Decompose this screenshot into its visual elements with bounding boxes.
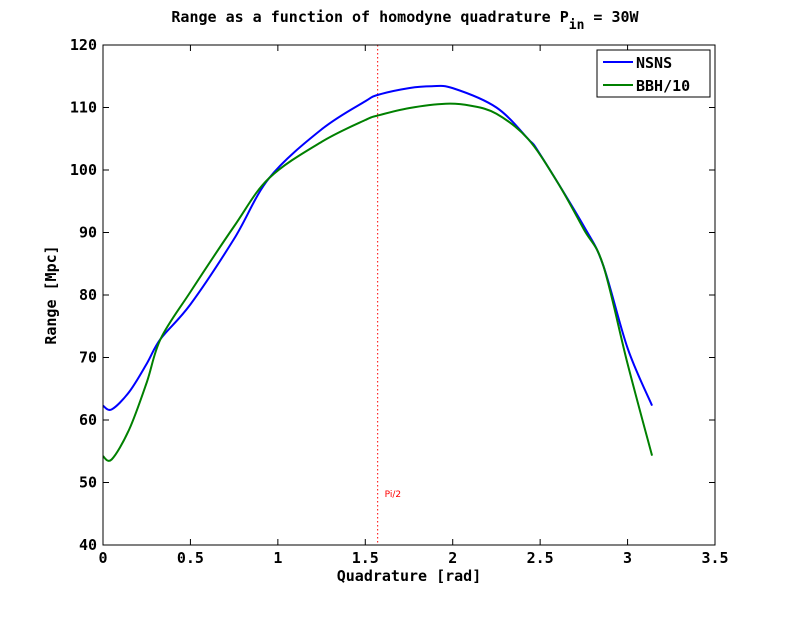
series-line-1: [102, 102, 654, 462]
x-tick-label: 2: [448, 549, 457, 567]
series-line-0: [102, 84, 653, 411]
x-tick-label: 2.5: [527, 549, 554, 567]
y-tick-label: 100: [70, 161, 97, 179]
x-tick-label: 3.5: [701, 549, 728, 567]
chart-title: Range as a function of homodyne quadratu…: [171, 8, 639, 33]
y-tick-label: 70: [79, 349, 97, 367]
x-axis-label: Quadrature [rad]: [337, 567, 482, 585]
x-tick-label: 3: [623, 549, 632, 567]
x-tick-label: 0.5: [177, 549, 204, 567]
y-tick-label: 90: [79, 224, 97, 242]
x-tick-label: 1: [273, 549, 282, 567]
axes-box: [102, 44, 716, 546]
y-tick-label: 110: [70, 99, 97, 117]
legend: NSNS BBH/10: [596, 49, 711, 98]
y-tick-label: 80: [79, 286, 97, 304]
y-tick-label: 120: [70, 36, 97, 54]
y-tick-label: 50: [79, 474, 97, 492]
y-tick-label: 40: [79, 536, 97, 554]
legend-label-nsns: NSNS: [636, 54, 672, 72]
x-tick-label: 0: [98, 549, 107, 567]
x-tick-label: 1.5: [352, 549, 379, 567]
pi-half-label: Pi/2: [385, 490, 402, 500]
legend-label-bbh: BBH/10: [636, 77, 690, 95]
y-axis-label: Range [Mpc]: [42, 245, 60, 344]
y-tick-label: 60: [79, 411, 97, 429]
